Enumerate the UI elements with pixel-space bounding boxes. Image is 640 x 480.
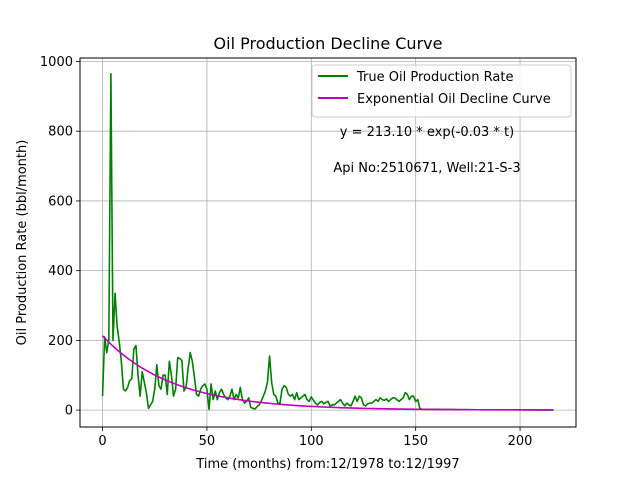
plot-frame <box>79 57 577 428</box>
y-axis-label: Oil Production Rate (bbl/month) <box>15 140 30 346</box>
legend-label-exponential: Exponential Oil Decline Curve <box>357 92 551 107</box>
exponential-decline-line <box>101 335 554 411</box>
x-tick-label: 200 <box>508 434 533 449</box>
y-tick-label: 400 <box>48 264 73 279</box>
legend: True Oil Production Rate Exponential Oil… <box>311 64 572 118</box>
y-tick-label: 0 <box>65 404 73 419</box>
x-tick-label: 0 <box>98 434 106 449</box>
y-tick-label: 600 <box>48 194 73 209</box>
x-axis-label: Time (months) from:12/1978 to:12/1997 <box>195 457 459 472</box>
chart-title: Oil Production Decline Curve <box>214 34 443 53</box>
y-axis-ticks: 0 200 400 600 800 1000 <box>40 55 80 419</box>
y-tick-label: 1000 <box>40 55 73 70</box>
y-tick-label: 800 <box>48 125 73 140</box>
x-tick-label: 100 <box>299 434 324 449</box>
legend-box <box>311 64 572 118</box>
true-production-line <box>101 72 554 411</box>
x-tick-label: 50 <box>199 434 216 449</box>
legend-label-true-rate: True Oil Production Rate <box>356 70 513 85</box>
equation-annotation: y = 213.10 * exp(-0.03 * t) <box>340 125 514 140</box>
series-layer <box>101 72 554 411</box>
well-annotation: Api No:2510671, Well:21-S-3 <box>333 161 520 176</box>
y-tick-label: 200 <box>48 334 73 349</box>
grid-lines <box>80 58 576 427</box>
x-tick-label: 150 <box>403 434 428 449</box>
x-axis-ticks: 0 50 100 150 200 <box>98 427 532 449</box>
